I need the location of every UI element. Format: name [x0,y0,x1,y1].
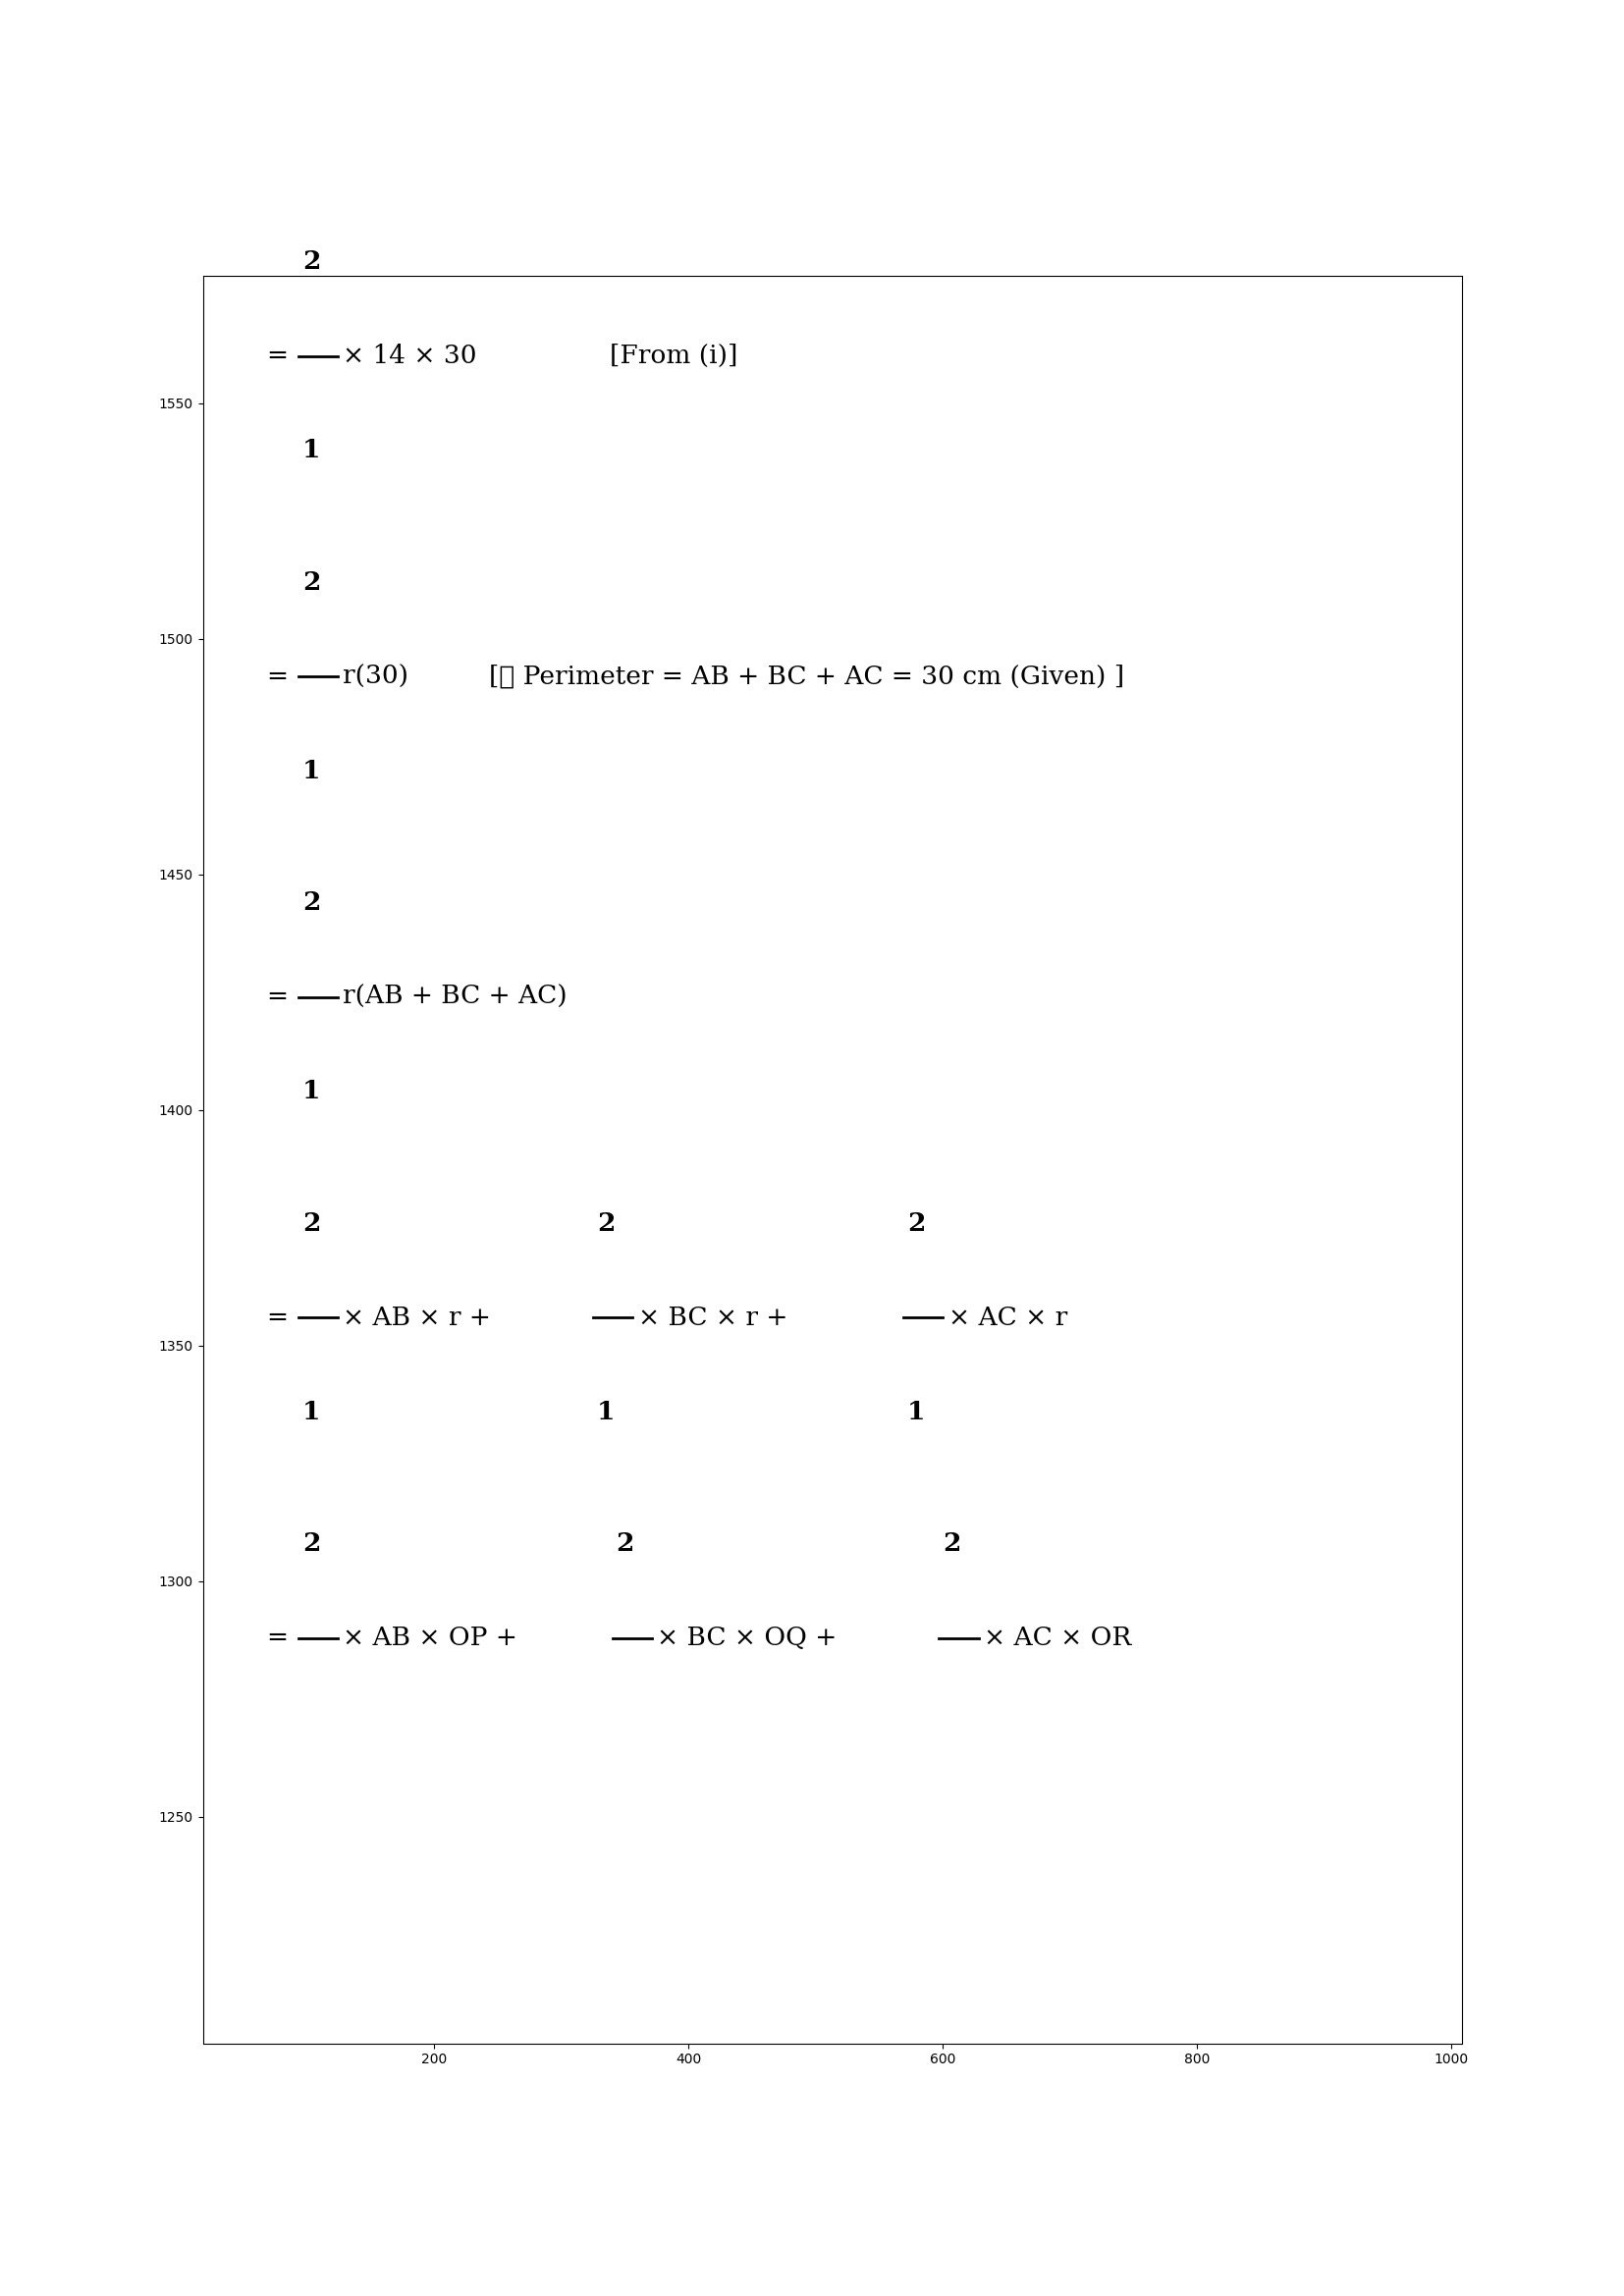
Text: 2: 2 [302,891,320,914]
Text: 2: 2 [908,1210,926,1235]
Text: =: = [266,1626,287,1651]
Text: 2: 2 [302,250,320,273]
Text: 2: 2 [598,1210,615,1235]
Text: area: area [810,1940,869,1963]
Text: 1: 1 [302,758,320,783]
Text: (ΔOAC): (ΔOAC) [900,1940,999,1963]
Text: (ΔOBC) +: (ΔOBC) + [645,1940,783,1963]
Text: (ΔOAB) +: (ΔOAB) + [393,1940,529,1963]
Text: =: = [266,344,287,367]
Text: r(AB + BC + AC): r(AB + BC + AC) [343,985,567,1010]
Text: 1: 1 [302,439,320,461]
Text: =: = [266,985,287,1010]
Text: × BC × r +: × BC × r + [638,1304,788,1329]
Text: area: area [557,1940,615,1963]
Text: × 14 × 30: × 14 × 30 [343,344,477,367]
Text: r(30): r(30) [343,664,409,689]
Text: 1: 1 [944,1720,961,1745]
Text: × BC × OQ +: × BC × OQ + [656,1626,836,1651]
Text: 1: 1 [598,1398,615,1424]
Bar [260,1699,1405,1963]
Text: area: area [302,1940,361,1963]
Text: × AB × OP +: × AB × OP + [343,1626,518,1651]
Text: 1: 1 [302,1398,320,1424]
Text: 1: 1 [615,1720,635,1745]
Text: 1: 1 [908,1398,926,1424]
Text: =: = [266,1304,287,1329]
Text: 2: 2 [302,1210,320,1235]
Text: 2: 2 [302,569,320,595]
Text: 2: 2 [302,1531,320,1557]
Text: [∵ Perimeter = AB + BC + AC = 30 cm (Given) ]: [∵ Perimeter = AB + BC + AC = 30 cm (Giv… [489,664,1124,689]
Text: × AC × r: × AC × r [948,1304,1067,1329]
Text: 1: 1 [302,1720,320,1745]
Text: × AC × OR: × AC × OR [984,1626,1130,1651]
Text: 1: 1 [302,1079,320,1104]
Text: × AB × r +: × AB × r + [343,1304,490,1329]
Text: 2: 2 [615,1531,635,1557]
Text: [From (i)]: [From (i)] [611,344,737,367]
Text: =: = [266,664,287,689]
Text: 2: 2 [944,1531,961,1557]
Text: =: = [266,1940,297,1963]
